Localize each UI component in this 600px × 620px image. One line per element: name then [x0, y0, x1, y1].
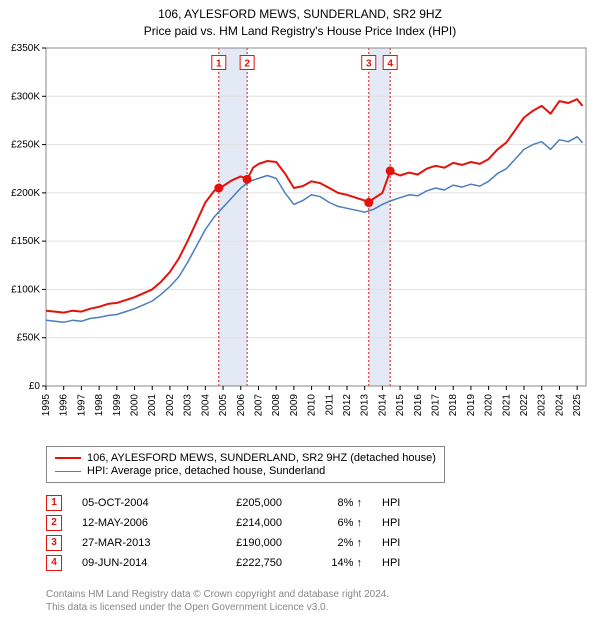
- svg-text:£150K: £150K: [11, 236, 40, 247]
- svg-text:2002: 2002: [165, 394, 176, 417]
- svg-text:2004: 2004: [200, 394, 211, 417]
- transaction-price: £214,000: [202, 517, 282, 529]
- svg-text:2024: 2024: [554, 394, 565, 417]
- svg-text:2018: 2018: [448, 394, 459, 417]
- transaction-marker: 1: [46, 495, 62, 511]
- transaction-row: 1 05-OCT-2004 £205,000 8% ↑ HPI: [46, 494, 422, 512]
- transaction-price: £222,750: [202, 557, 282, 569]
- legend-label: HPI: Average price, detached house, Sund…: [87, 465, 325, 477]
- transaction-date: 05-OCT-2004: [82, 497, 182, 509]
- legend-label: 106, AYLESFORD MEWS, SUNDERLAND, SR2 9HZ…: [87, 452, 436, 464]
- svg-text:2010: 2010: [307, 394, 318, 417]
- transaction-date: 09-JUN-2014: [82, 557, 182, 569]
- transaction-date: 27-MAR-2013: [82, 537, 182, 549]
- svg-text:4: 4: [387, 58, 393, 69]
- transaction-price: £190,000: [202, 537, 282, 549]
- transaction-pct: 2% ↑: [302, 537, 362, 549]
- svg-text:2001: 2001: [147, 394, 158, 417]
- svg-text:£0: £0: [29, 381, 41, 392]
- legend-swatch: [55, 471, 81, 472]
- transaction-marker: 4: [46, 555, 62, 571]
- svg-text:2015: 2015: [395, 394, 406, 417]
- svg-text:2011: 2011: [324, 394, 335, 416]
- title-line2: Price paid vs. HM Land Registry's House …: [0, 23, 600, 40]
- svg-text:2009: 2009: [289, 394, 300, 417]
- svg-text:2: 2: [244, 58, 250, 69]
- transaction-pct: 14% ↑: [302, 557, 362, 569]
- svg-text:2008: 2008: [271, 394, 282, 417]
- transaction-row: 2 12-MAY-2006 £214,000 6% ↑ HPI: [46, 514, 422, 532]
- svg-text:2023: 2023: [537, 394, 548, 417]
- transaction-hpi-tag: HPI: [382, 517, 422, 529]
- chart-svg: £0 £50K £100K £150K £200K £250K £300K £350K 1995…: [0, 40, 600, 440]
- svg-text:1999: 1999: [112, 394, 123, 417]
- svg-text:£300K: £300K: [11, 91, 40, 102]
- transaction-hpi-tag: HPI: [382, 537, 422, 549]
- transaction-row: 4 09-JUN-2014 £222,750 14% ↑ HPI: [46, 554, 422, 572]
- transaction-price: £205,000: [202, 497, 282, 509]
- footer-line2: This data is licensed under the Open Gov…: [46, 601, 389, 614]
- transaction-row: 3 27-MAR-2013 £190,000 2% ↑ HPI: [46, 534, 422, 552]
- transaction-hpi-tag: HPI: [382, 497, 422, 509]
- svg-text:£350K: £350K: [11, 43, 40, 54]
- transactions-table: 1 05-OCT-2004 £205,000 8% ↑ HPI 2 12-MAY-2006 £…: [46, 492, 422, 574]
- svg-text:2013: 2013: [360, 394, 371, 417]
- svg-text:2007: 2007: [253, 394, 264, 417]
- svg-text:£250K: £250K: [11, 140, 40, 151]
- svg-text:£50K: £50K: [17, 333, 41, 344]
- svg-text:2022: 2022: [519, 394, 530, 417]
- footer-attribution: Contains HM Land Registry data © Crown c…: [46, 588, 389, 614]
- chart-titles: 106, AYLESFORD MEWS, SUNDERLAND, SR2 9HZ…: [0, 0, 600, 40]
- chart-area: £0 £50K £100K £150K £200K £250K £300K £350K 1995…: [0, 40, 600, 440]
- svg-text:1995: 1995: [41, 394, 52, 417]
- svg-text:1997: 1997: [76, 394, 87, 417]
- svg-text:2025: 2025: [572, 394, 583, 417]
- svg-text:2014: 2014: [377, 394, 388, 417]
- svg-text:2012: 2012: [342, 394, 353, 417]
- svg-text:2000: 2000: [130, 394, 141, 417]
- transaction-pct: 6% ↑: [302, 517, 362, 529]
- footer-line1: Contains HM Land Registry data © Crown c…: [46, 588, 389, 601]
- svg-text:3: 3: [366, 58, 372, 69]
- svg-text:2005: 2005: [218, 394, 229, 417]
- transaction-marker: 3: [46, 535, 62, 551]
- svg-text:2021: 2021: [501, 394, 512, 417]
- legend-box: 106, AYLESFORD MEWS, SUNDERLAND, SR2 9HZ…: [46, 446, 445, 483]
- transaction-marker: 2: [46, 515, 62, 531]
- transaction-date: 12-MAY-2006: [82, 517, 182, 529]
- transaction-hpi-tag: HPI: [382, 557, 422, 569]
- title-line1: 106, AYLESFORD MEWS, SUNDERLAND, SR2 9HZ: [0, 6, 600, 23]
- svg-text:£100K: £100K: [11, 284, 40, 295]
- svg-text:2019: 2019: [466, 394, 477, 417]
- svg-text:2016: 2016: [413, 394, 424, 417]
- svg-text:1998: 1998: [94, 394, 105, 417]
- legend-swatch: [55, 457, 81, 459]
- svg-text:£200K: £200K: [11, 188, 40, 199]
- svg-text:2017: 2017: [431, 394, 442, 417]
- svg-text:2003: 2003: [183, 394, 194, 417]
- svg-text:2020: 2020: [484, 394, 495, 417]
- svg-text:1: 1: [216, 58, 222, 69]
- svg-text:1996: 1996: [59, 394, 70, 417]
- transaction-pct: 8% ↑: [302, 497, 362, 509]
- legend-row: HPI: Average price, detached house, Sund…: [55, 465, 436, 477]
- legend-row: 106, AYLESFORD MEWS, SUNDERLAND, SR2 9HZ…: [55, 452, 436, 464]
- svg-text:2006: 2006: [236, 394, 247, 417]
